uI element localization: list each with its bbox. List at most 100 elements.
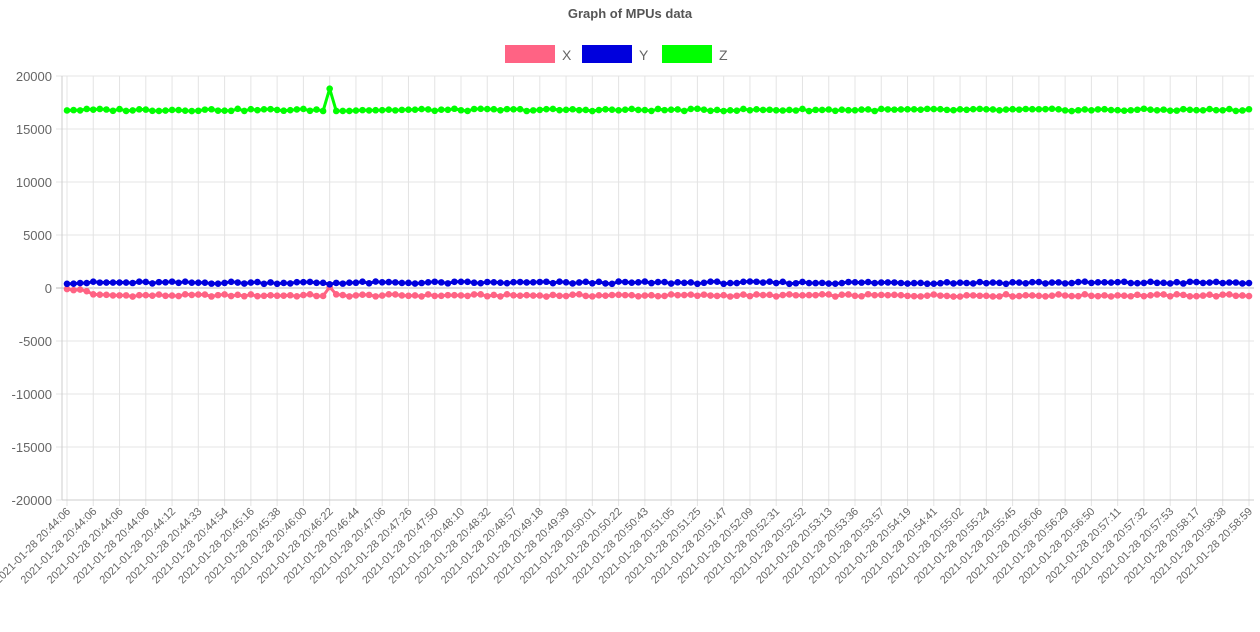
data-point-x[interactable]	[805, 291, 813, 299]
data-point-z[interactable]	[424, 106, 432, 113]
data-point-y[interactable]	[818, 279, 826, 287]
data-point-z[interactable]	[969, 105, 977, 113]
data-point-x[interactable]	[687, 291, 695, 298]
data-point-z[interactable]	[897, 106, 905, 113]
data-point-z[interactable]	[832, 107, 839, 115]
data-point-z[interactable]	[628, 105, 636, 113]
data-point-x[interactable]	[1068, 292, 1075, 300]
data-point-z[interactable]	[996, 107, 1003, 114]
data-point-z[interactable]	[1081, 106, 1089, 113]
data-point-y[interactable]	[779, 278, 787, 286]
data-point-z[interactable]	[1232, 107, 1240, 115]
data-point-x[interactable]	[818, 291, 826, 298]
data-point-z[interactable]	[195, 107, 202, 115]
data-point-z[interactable]	[713, 106, 721, 114]
data-point-x[interactable]	[1042, 293, 1049, 300]
data-point-z[interactable]	[562, 106, 570, 114]
data-point-z[interactable]	[805, 107, 813, 115]
data-point-x[interactable]	[1245, 292, 1253, 300]
data-point-z[interactable]	[405, 106, 412, 113]
data-point-y[interactable]	[214, 280, 222, 287]
data-point-y[interactable]	[451, 278, 458, 286]
data-point-y[interactable]	[667, 280, 675, 287]
data-point-y[interactable]	[405, 279, 412, 287]
data-point-x[interactable]	[858, 292, 865, 300]
data-point-y[interactable]	[122, 279, 130, 286]
data-point-x[interactable]	[254, 292, 261, 300]
data-point-y[interactable]	[398, 279, 406, 287]
data-point-z[interactable]	[464, 107, 471, 115]
data-point-z[interactable]	[858, 106, 865, 113]
data-point-x[interactable]	[1035, 292, 1043, 300]
data-point-y[interactable]	[1239, 280, 1246, 287]
data-point-z[interactable]	[227, 107, 235, 115]
data-point-x[interactable]	[536, 292, 544, 299]
data-point-x[interactable]	[720, 291, 727, 299]
data-point-y[interactable]	[1042, 280, 1049, 287]
data-point-z[interactable]	[930, 105, 938, 113]
data-point-y[interactable]	[1160, 279, 1167, 287]
data-point-y[interactable]	[635, 279, 642, 286]
data-point-y[interactable]	[595, 278, 603, 286]
data-point-y[interactable]	[897, 279, 905, 287]
data-point-y[interactable]	[103, 279, 110, 286]
data-point-y[interactable]	[135, 278, 143, 286]
data-point-x[interactable]	[707, 292, 714, 299]
data-point-z[interactable]	[497, 106, 504, 114]
data-point-x[interactable]	[201, 291, 209, 298]
data-point-z[interactable]	[582, 106, 590, 114]
data-point-x[interactable]	[188, 291, 196, 299]
data-point-z[interactable]	[851, 107, 859, 114]
data-point-x[interactable]	[260, 292, 268, 300]
data-point-x[interactable]	[1088, 292, 1095, 300]
data-point-x[interactable]	[405, 292, 412, 300]
data-point-x[interactable]	[1120, 292, 1128, 300]
data-point-y[interactable]	[746, 278, 754, 285]
data-point-x[interactable]	[1055, 291, 1062, 298]
data-point-z[interactable]	[149, 107, 156, 115]
data-point-x[interactable]	[155, 291, 163, 298]
data-point-y[interactable]	[700, 279, 708, 287]
data-point-x[interactable]	[569, 291, 576, 298]
data-point-y[interactable]	[1219, 279, 1227, 287]
data-point-y[interactable]	[1226, 279, 1233, 286]
data-point-y[interactable]	[273, 280, 281, 288]
data-point-x[interactable]	[772, 293, 780, 300]
data-point-x[interactable]	[451, 291, 458, 299]
data-point-y[interactable]	[845, 278, 852, 286]
data-point-y[interactable]	[188, 279, 196, 287]
data-point-y[interactable]	[339, 280, 347, 287]
data-point-y[interactable]	[457, 278, 465, 286]
data-point-x[interactable]	[1153, 291, 1161, 298]
data-point-y[interactable]	[378, 279, 386, 286]
data-point-x[interactable]	[89, 291, 97, 298]
data-point-z[interactable]	[740, 105, 747, 113]
data-point-z[interactable]	[378, 106, 386, 114]
data-point-x[interactable]	[306, 291, 314, 298]
data-point-x[interactable]	[1147, 292, 1154, 299]
data-point-z[interactable]	[556, 106, 563, 114]
data-point-z[interactable]	[1061, 107, 1069, 114]
data-point-y[interactable]	[805, 279, 813, 287]
data-point-y[interactable]	[891, 279, 898, 286]
data-point-z[interactable]	[536, 106, 544, 114]
data-point-x[interactable]	[556, 292, 563, 300]
data-point-x[interactable]	[135, 291, 143, 299]
data-point-x[interactable]	[969, 292, 977, 299]
data-point-y[interactable]	[96, 279, 104, 286]
data-point-y[interactable]	[569, 280, 576, 287]
data-point-x[interactable]	[457, 292, 465, 299]
data-point-z[interactable]	[845, 106, 852, 114]
legend-label-z[interactable]: Z	[719, 47, 728, 63]
data-point-x[interactable]	[1140, 292, 1148, 300]
legend-swatch-z[interactable]	[662, 45, 712, 63]
data-point-y[interactable]	[385, 278, 393, 286]
data-point-y[interactable]	[812, 279, 819, 287]
data-point-y[interactable]	[438, 279, 445, 286]
data-point-y[interactable]	[1114, 278, 1121, 286]
data-point-x[interactable]	[1232, 292, 1240, 300]
data-point-z[interactable]	[1140, 105, 1148, 113]
data-point-y[interactable]	[286, 280, 294, 287]
data-point-z[interactable]	[1114, 106, 1121, 114]
data-point-y[interactable]	[996, 279, 1003, 287]
